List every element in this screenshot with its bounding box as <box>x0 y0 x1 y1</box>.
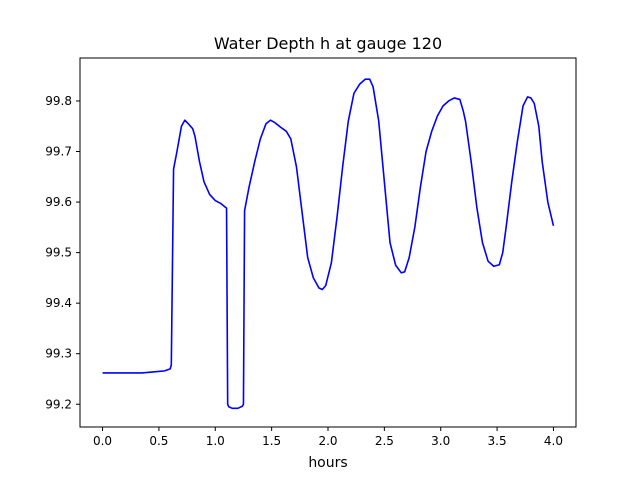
x-tick-label: 4.0 <box>544 434 563 448</box>
y-tick-label: 99.5 <box>45 246 72 260</box>
x-tick-label: 3.0 <box>431 434 450 448</box>
x-tick-label: 2.0 <box>318 434 337 448</box>
x-tick-label: 1.5 <box>262 434 281 448</box>
plot-area <box>102 78 555 410</box>
y-tick-label: 99.6 <box>45 195 72 209</box>
y-tick-label: 99.3 <box>45 347 72 361</box>
y-tick-label: 99.2 <box>45 397 72 411</box>
x-tick-label: 2.5 <box>375 434 394 448</box>
y-tick-label: 99.7 <box>45 145 72 159</box>
x-axis-ticks: 0.0 0.5 1.0 1.5 2.0 2.5 3.0 3.5 4.0 <box>93 427 563 448</box>
y-tick-label: 99.8 <box>45 94 72 108</box>
chart-title: Water Depth h at gauge 120 <box>214 34 442 53</box>
x-tick-label: 1.0 <box>206 434 225 448</box>
series-line-0 <box>102 78 555 410</box>
y-tick-label: 99.4 <box>45 296 72 310</box>
x-tick-label: 0.0 <box>93 434 112 448</box>
y-axis-ticks: 99.2 99.3 99.4 99.5 99.6 99.7 99.8 <box>45 94 80 411</box>
x-axis-label: hours <box>308 455 347 471</box>
axes-frame <box>79 57 577 428</box>
x-tick-label: 0.5 <box>149 434 168 448</box>
x-tick-label: 3.5 <box>488 434 507 448</box>
